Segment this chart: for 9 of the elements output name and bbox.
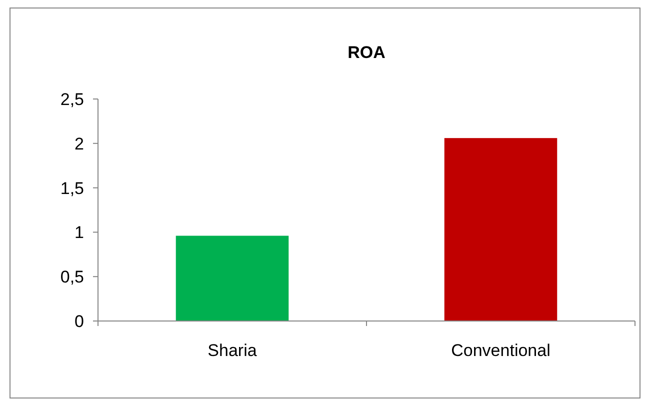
x-tick-label: Sharia	[208, 341, 258, 360]
y-tick-label: 1	[74, 223, 84, 242]
y-tick-label: 0	[74, 312, 84, 331]
chart-title: ROA	[348, 43, 386, 62]
y-tick-label: 1,5	[60, 178, 84, 198]
x-tick-label: Conventional	[451, 341, 550, 360]
y-tick-label: 2	[74, 134, 84, 154]
y-tick-label: 2,5	[60, 90, 84, 109]
y-tick-label: 0,5	[60, 268, 84, 287]
